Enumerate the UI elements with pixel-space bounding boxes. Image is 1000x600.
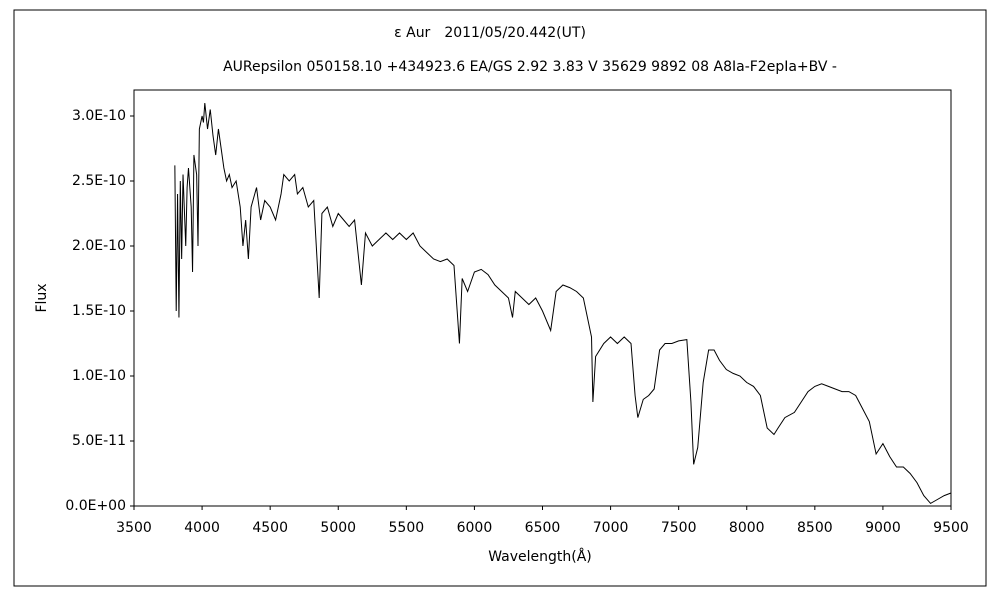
x-axis-label: Wavelength(Å) (488, 548, 592, 565)
chart-subtitle: AURepsilon 050158.10 +434923.6 EA/GS 2.9… (223, 59, 837, 75)
x-tick-label: 6500 (525, 520, 561, 536)
x-tick-label: 7500 (661, 520, 697, 536)
y-tick-label: 0.0E+00 (65, 498, 126, 514)
x-tick-label: 7000 (593, 520, 629, 536)
spectrum-line (174, 102, 952, 505)
x-tick-label: 4500 (252, 520, 288, 536)
x-tick-label: 9500 (933, 520, 969, 536)
x-tick-label: 4000 (184, 520, 220, 536)
x-tick-label: 6000 (457, 520, 493, 536)
y-tick-label: 2.0E-10 (72, 238, 126, 254)
x-tick-label: 5000 (320, 520, 356, 536)
chart-title: ε Aur 2011/05/20.442(UT) (394, 25, 586, 41)
y-tick-label: 5.0E-11 (72, 433, 126, 449)
x-tick-label: 5500 (389, 520, 425, 536)
y-axis-label: Flux (34, 283, 50, 312)
x-tick-label: 9000 (865, 520, 901, 536)
y-tick-label: 3.0E-10 (72, 108, 126, 124)
plot-frame (133, 89, 952, 507)
x-tick-label: 8500 (797, 520, 833, 536)
x-tick-label: 3500 (116, 520, 152, 536)
y-tick-label: 2.5E-10 (72, 173, 126, 189)
y-tick-label: 1.0E-10 (72, 368, 126, 384)
x-tick-label: 8000 (729, 520, 765, 536)
y-tick-label: 1.5E-10 (72, 303, 126, 319)
